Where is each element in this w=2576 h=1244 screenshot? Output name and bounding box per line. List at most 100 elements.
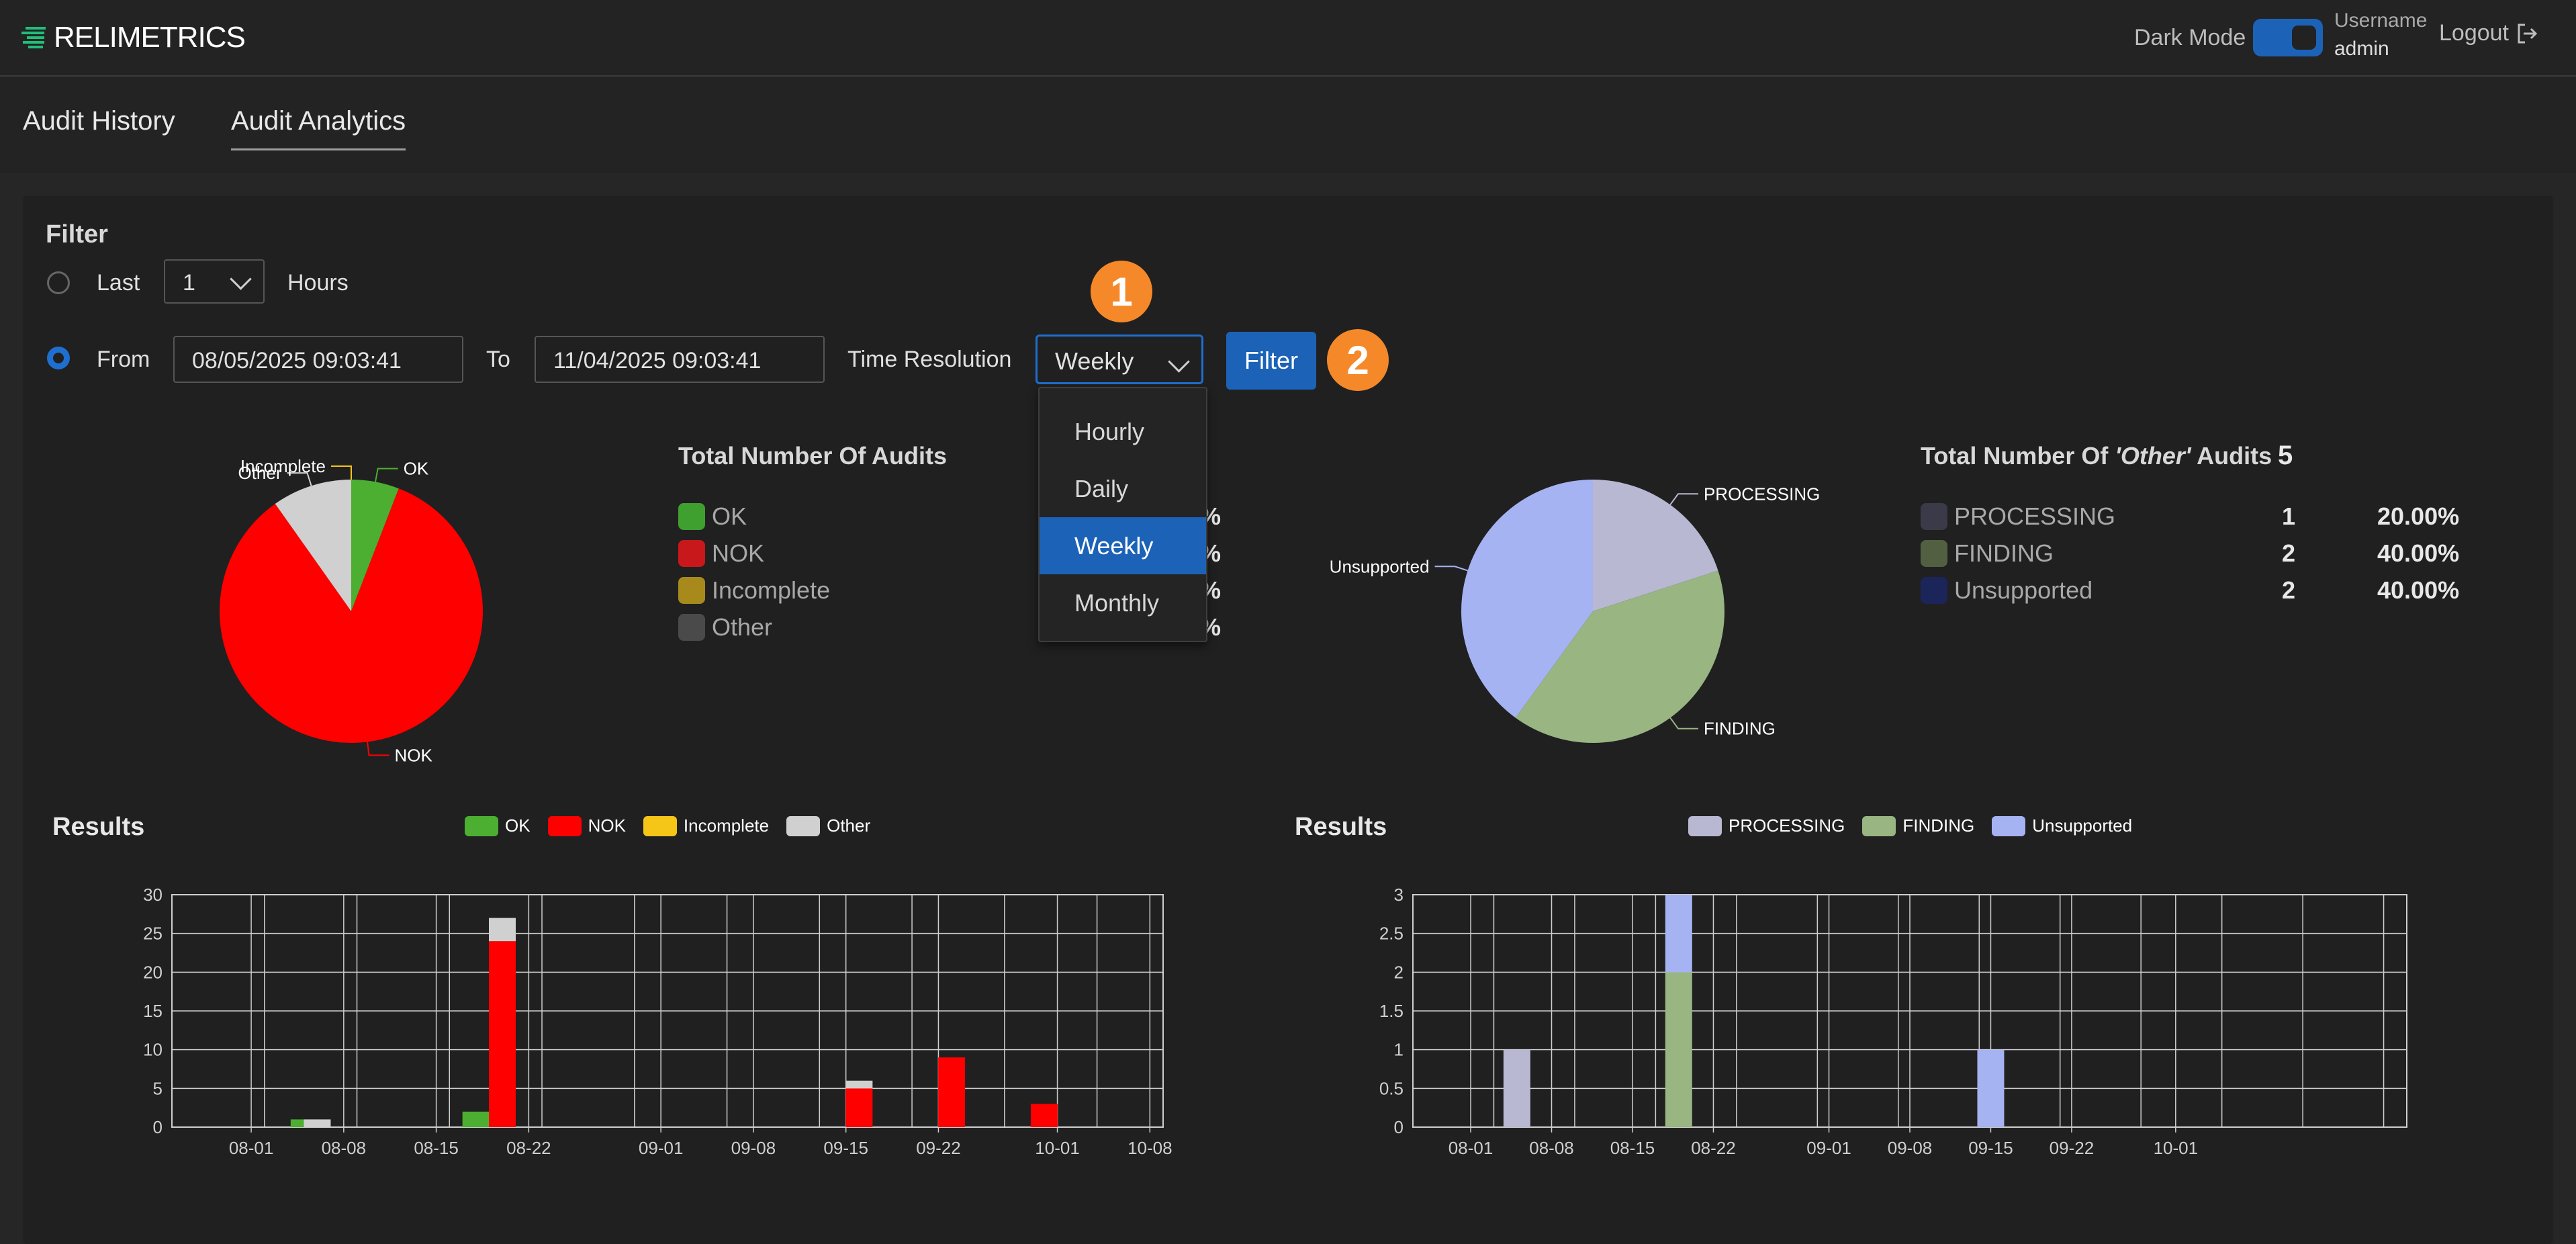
from-date-input[interactable]: 08/05/2025 09:03:41 — [173, 336, 463, 383]
pie-label-finding: FINDING — [1704, 719, 1776, 739]
option-hourly[interactable]: Hourly — [1074, 418, 1145, 445]
legend-item-nok[interactable]: NOK — [547, 815, 626, 836]
bar-other[interactable] — [489, 918, 516, 942]
y-tick-label: 1.5 — [1379, 1001, 1404, 1021]
username-label: Username — [2334, 9, 2428, 32]
legend-swatch — [1688, 815, 1722, 836]
bar-other[interactable] — [845, 1080, 873, 1089]
bar-finding[interactable] — [1665, 972, 1692, 1127]
legend-item-unsupported[interactable]: Unsupported — [1992, 815, 2132, 836]
filter-title: Filter — [46, 220, 108, 249]
results-bar-chart-right: 0 0.5 1 1.5 2 2.5 3 08-01 08-08 08-15 08-22 09-01 09… — [1379, 885, 2407, 1158]
app-logo[interactable]: RELIMETRICS — [20, 17, 246, 58]
chevron-down-icon — [1168, 351, 1190, 373]
y-tick-label: 15 — [143, 1001, 163, 1021]
filter-button[interactable]: Filter — [1226, 332, 1316, 390]
time-resolution-label: Time Resolution — [847, 347, 1012, 372]
option-weekly[interactable]: Weekly — [1040, 517, 1206, 574]
x-tick-label: 09-01 — [1806, 1138, 1851, 1158]
last-hours-radio[interactable] — [47, 271, 70, 294]
pie-slice-other[interactable] — [275, 480, 351, 611]
y-tick-label: 20 — [143, 962, 163, 982]
user-info: Username admin — [2334, 9, 2427, 60]
dark-mode-toggle[interactable] — [2253, 19, 2323, 56]
to-date-input[interactable]: 11/04/2025 09:03:41 — [535, 336, 825, 383]
bar-nok[interactable] — [938, 1057, 966, 1127]
pie-leader-processing — [1669, 493, 1698, 506]
option-daily[interactable]: Daily — [1074, 475, 1129, 502]
app-header: RELIMETRICS Dark Mode Username admin Log… — [0, 0, 2576, 77]
y-tick-label: 0 — [153, 1117, 163, 1137]
bar-nok[interactable] — [1030, 1104, 1058, 1127]
legend-item-other[interactable]: Other — [786, 815, 870, 836]
legend-row-incomplete: Incomplete — [678, 576, 830, 605]
legend-swatch — [1921, 577, 1947, 604]
legend-item-processing[interactable]: PROCESSING — [1688, 815, 1845, 836]
legend-swatch — [643, 815, 677, 836]
legend-swatch — [1921, 503, 1947, 530]
legend-label: FINDING — [1954, 539, 2054, 567]
option-monthly[interactable]: Monthly — [1074, 589, 1160, 617]
pie-label-processing: PROCESSING — [1704, 484, 1820, 504]
pct-unsupported: 40.00% — [2377, 576, 2460, 604]
legend-row-finding: FINDING — [1921, 539, 2054, 568]
chevron-down-icon — [230, 268, 252, 290]
bar-nok[interactable] — [845, 1088, 873, 1127]
results-title-right: Results — [1295, 813, 1387, 841]
y-tick-label: 0.5 — [1379, 1078, 1404, 1098]
pie-label-ok: OK — [404, 459, 429, 479]
legend-row-processing: PROCESSING — [1921, 502, 2115, 531]
bar-legend-right: PROCESSING FINDING Unsupported — [1688, 815, 2150, 836]
legend-label: Unsupported — [2032, 815, 2133, 836]
bar-processing[interactable] — [1503, 1049, 1530, 1127]
x-tick-label: 08-01 — [229, 1138, 274, 1158]
bar-ok[interactable] — [462, 1111, 490, 1127]
y-tick-label: 10 — [143, 1040, 163, 1060]
time-resolution-value: Weekly — [1055, 347, 1134, 375]
legend-item-ok[interactable]: OK — [465, 815, 531, 836]
time-resolution-select[interactable]: Weekly — [1036, 335, 1203, 384]
y-tick-label: 25 — [143, 924, 163, 944]
tab-audit-history[interactable]: Audit History — [23, 106, 175, 136]
bar-nok[interactable] — [489, 941, 516, 1127]
legend-label: Unsupported — [1954, 576, 2093, 604]
x-tick-label: 08-08 — [1529, 1138, 1574, 1158]
tab-audit-analytics[interactable]: Audit Analytics — [231, 106, 406, 150]
bar-unsupported[interactable] — [1977, 1049, 2005, 1127]
legend-item-finding[interactable]: FINDING — [1862, 815, 1974, 836]
legend-swatch — [547, 815, 582, 836]
legend-item-incomplete[interactable]: Incomplete — [643, 815, 769, 836]
pie-slice-finding[interactable] — [1515, 570, 1724, 743]
pie-slice-processing[interactable] — [1593, 480, 1718, 611]
y-tick-label: 2 — [1394, 962, 1404, 982]
legend-label: NOK — [588, 815, 626, 836]
pie-slice-ok[interactable] — [351, 480, 399, 611]
legend-swatch — [786, 815, 821, 836]
bar-other[interactable] — [304, 1119, 331, 1127]
y-tick-label: 30 — [143, 885, 163, 905]
bar-legend-left: OK NOK Incomplete Other — [465, 815, 888, 836]
pie-slice-unsupported[interactable] — [1461, 480, 1593, 718]
bar-unsupported[interactable] — [1665, 895, 1692, 973]
time-resolution-dropdown: Hourly Daily Weekly Monthly — [1038, 387, 1207, 642]
legend-label: FINDING — [1902, 815, 1975, 836]
pct-processing: 20.00% — [2377, 502, 2460, 530]
count-processing: 1 — [2282, 502, 2296, 530]
annotation-badge-1: 1 — [1091, 261, 1152, 322]
pie-leader-unsupported — [1434, 566, 1468, 572]
y-tick-label: 2.5 — [1379, 924, 1404, 944]
pie-slice-nok[interactable] — [220, 488, 484, 743]
count-finding: 2 — [2282, 539, 2296, 567]
pie-leader-ok — [375, 468, 398, 482]
date-range-radio[interactable] — [47, 347, 70, 369]
legend-swatch — [1862, 815, 1896, 836]
last-hours-select[interactable]: 1 — [164, 259, 265, 304]
legend-label: Incomplete — [683, 815, 770, 836]
legend-label: Other — [712, 613, 773, 641]
pie-leader-nok — [367, 742, 389, 756]
y-tick-label: 5 — [153, 1078, 163, 1098]
logout-button[interactable]: Logout — [2439, 20, 2538, 46]
legend-swatch — [678, 577, 705, 604]
relimetrics-logo-icon — [21, 27, 46, 48]
